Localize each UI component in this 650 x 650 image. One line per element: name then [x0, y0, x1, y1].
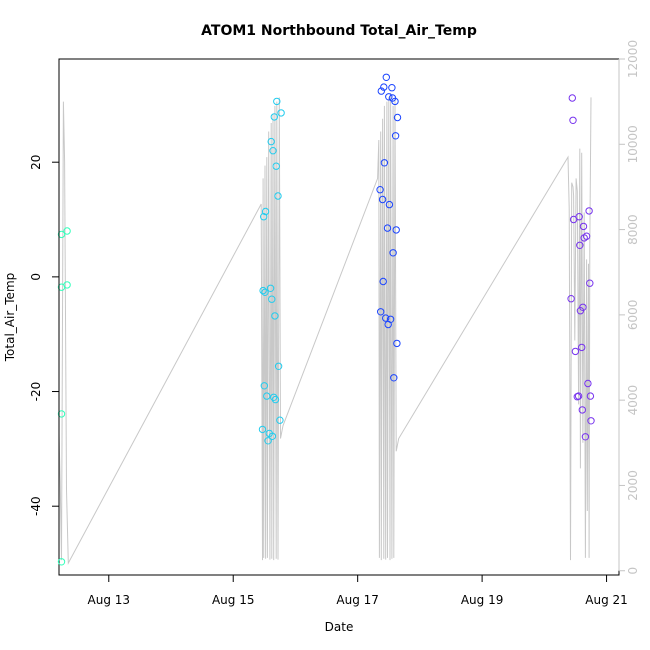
- data-point: [261, 288, 269, 296]
- data-point: [388, 84, 396, 92]
- data-point: [380, 83, 388, 91]
- data-point: [385, 200, 394, 209]
- data-point: [258, 425, 267, 434]
- data-point: [261, 207, 270, 216]
- data-point: [57, 410, 66, 418]
- data-point: [380, 159, 389, 167]
- data-point: [578, 343, 586, 352]
- y-axis-left: 20 0 -20 -40: [29, 155, 60, 516]
- data-point: [579, 222, 588, 231]
- y2-tick-label: 4000: [626, 385, 640, 416]
- x-axis: Aug 13 Aug 15 Aug 17 Aug 19 Aug 21: [88, 574, 628, 607]
- y-tick-label: 0: [29, 273, 43, 281]
- data-point: [586, 279, 594, 287]
- data-point: [586, 392, 595, 400]
- data-point: [57, 558, 66, 566]
- data-point: [571, 347, 580, 356]
- data-point: [264, 437, 272, 445]
- data-point: [260, 213, 268, 221]
- x-tick-label: Aug 15: [212, 593, 255, 607]
- data-point: [379, 277, 387, 286]
- data-point: [575, 213, 583, 221]
- temperature-points-layer: [57, 73, 595, 566]
- altitude-line-layer: [58, 93, 592, 566]
- data-point: [270, 393, 278, 401]
- data-point: [391, 132, 400, 140]
- y-tick-label: 20: [29, 155, 43, 170]
- y-axis-label: Total_Air_Temp: [3, 273, 17, 362]
- data-point: [277, 109, 285, 117]
- data-point: [587, 417, 595, 425]
- plot-area: [58, 58, 620, 576]
- data-point: [376, 186, 384, 194]
- data-point: [57, 230, 66, 239]
- data-point: [377, 308, 385, 316]
- data-point: [377, 87, 385, 95]
- data-point: [390, 374, 398, 382]
- altitude-series-line: [58, 93, 592, 566]
- data-point: [582, 232, 591, 240]
- data-point: [386, 315, 395, 323]
- y-axis-right: 0 2000 4000 6000 8000 10000 12000: [618, 40, 640, 575]
- data-point: [63, 227, 71, 235]
- data-point: [382, 73, 390, 82]
- data-point: [385, 93, 393, 101]
- data-point: [584, 379, 592, 388]
- data-point: [574, 392, 583, 400]
- x-tick-label: Aug 21: [585, 593, 628, 607]
- data-point: [266, 284, 275, 292]
- data-point: [267, 137, 275, 146]
- data-point: [274, 362, 283, 370]
- data-point: [268, 432, 277, 440]
- data-point: [269, 147, 277, 155]
- data-point: [393, 339, 401, 348]
- data-point: [392, 226, 400, 234]
- data-point: [259, 286, 267, 295]
- x-tick-label: Aug 17: [336, 593, 379, 607]
- data-point: [578, 406, 586, 414]
- data-point: [271, 312, 279, 320]
- data-point: [272, 162, 280, 170]
- data-point: [273, 97, 281, 106]
- data-point: [585, 207, 593, 215]
- y2-tick-label: 10000: [626, 125, 640, 163]
- x-tick-label: Aug 19: [461, 593, 504, 607]
- data-point: [581, 433, 590, 441]
- data-point: [274, 192, 282, 200]
- y2-tick-label: 2000: [626, 470, 640, 501]
- data-point: [263, 392, 271, 400]
- y-tick-label: -40: [29, 496, 43, 516]
- data-point: [63, 281, 71, 289]
- data-point: [271, 395, 280, 404]
- y2-tick-label: 8000: [626, 214, 640, 245]
- x-axis-label: Date: [325, 620, 354, 634]
- data-point: [576, 241, 584, 250]
- data-point: [260, 382, 268, 390]
- data-point: [270, 113, 278, 121]
- data-point: [382, 314, 390, 322]
- data-point: [567, 295, 575, 303]
- chart-title: ATOM1 Northbound Total_Air_Temp: [201, 23, 477, 39]
- data-point: [393, 113, 402, 122]
- y2-tick-label: 12000: [626, 40, 640, 78]
- data-point: [389, 249, 397, 257]
- data-point: [569, 116, 577, 125]
- data-point: [391, 97, 399, 106]
- data-point: [383, 224, 392, 232]
- data-point: [579, 303, 587, 311]
- data-point: [268, 295, 276, 303]
- data-point: [276, 416, 284, 424]
- y2-tick-label: 0: [626, 567, 640, 575]
- y2-tick-label: 6000: [626, 300, 640, 331]
- x-tick-label: Aug 13: [88, 593, 131, 607]
- data-point: [378, 195, 387, 204]
- y-tick-label: -20: [29, 382, 43, 402]
- data-point: [568, 94, 576, 102]
